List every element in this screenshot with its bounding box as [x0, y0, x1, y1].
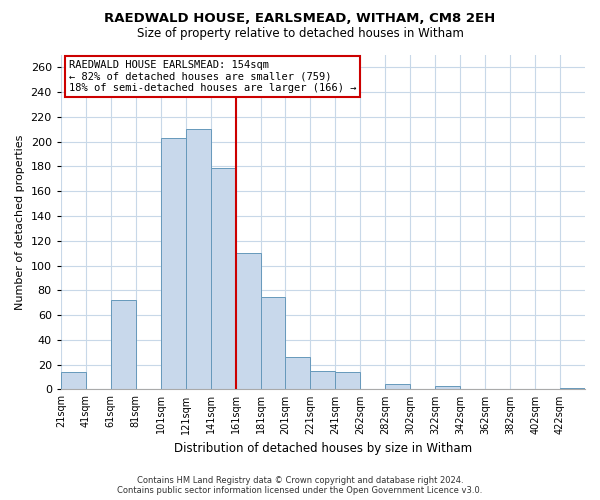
Text: RAEDWALD HOUSE, EARLSMEAD, WITHAM, CM8 2EH: RAEDWALD HOUSE, EARLSMEAD, WITHAM, CM8 2…	[104, 12, 496, 26]
Bar	[61, 372, 86, 390]
Bar	[335, 372, 361, 390]
Text: RAEDWALD HOUSE EARLSMEAD: 154sqm
← 82% of detached houses are smaller (759)
18% : RAEDWALD HOUSE EARLSMEAD: 154sqm ← 82% o…	[68, 60, 356, 93]
Bar	[310, 371, 335, 390]
Bar	[385, 384, 410, 390]
Text: Size of property relative to detached houses in Witham: Size of property relative to detached ho…	[137, 28, 463, 40]
X-axis label: Distribution of detached houses by size in Witham: Distribution of detached houses by size …	[174, 442, 472, 455]
Bar	[236, 253, 260, 390]
Bar	[111, 300, 136, 390]
Bar	[560, 388, 585, 390]
Bar	[161, 138, 185, 390]
Bar	[260, 296, 286, 390]
Bar	[185, 130, 211, 390]
Bar	[286, 357, 310, 390]
Bar	[211, 168, 236, 390]
Bar	[435, 386, 460, 390]
Text: Contains HM Land Registry data © Crown copyright and database right 2024.
Contai: Contains HM Land Registry data © Crown c…	[118, 476, 482, 495]
Y-axis label: Number of detached properties: Number of detached properties	[15, 134, 25, 310]
